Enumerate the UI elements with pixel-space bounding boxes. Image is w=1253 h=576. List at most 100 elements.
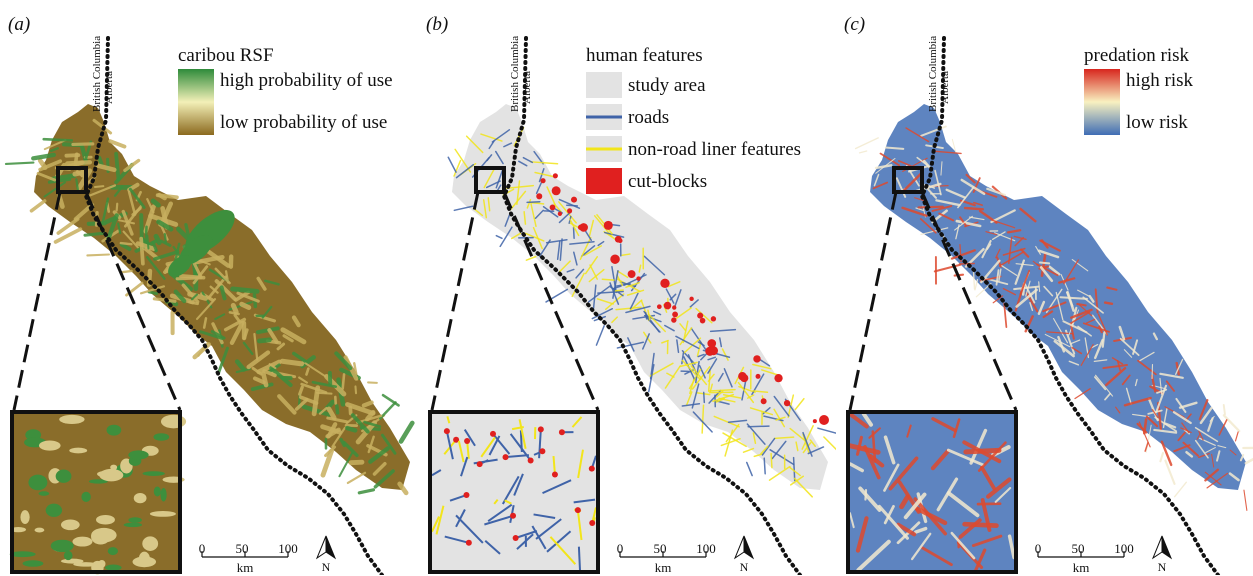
- inset-patch: [143, 471, 165, 476]
- swatch-linear-features: [586, 136, 622, 162]
- province-label-alberta: Alberta: [521, 71, 533, 104]
- texture-stroke: [351, 462, 362, 463]
- north-label: N: [1152, 560, 1172, 575]
- texture-stroke: [574, 227, 575, 238]
- cut-block: [774, 374, 782, 382]
- cut-block: [672, 305, 676, 309]
- cut-block: [536, 193, 542, 199]
- texture-stroke: [348, 473, 365, 483]
- cut-block: [636, 276, 640, 280]
- cut-block: [756, 374, 761, 379]
- texture-stroke: [355, 386, 356, 393]
- texture-stroke: [1224, 405, 1225, 414]
- inset-patch: [39, 440, 61, 450]
- inset-cut-block: [464, 438, 470, 444]
- texture-stroke: [771, 453, 772, 467]
- texture-stroke: [1236, 432, 1239, 441]
- inset-patch: [134, 493, 147, 503]
- inset-patch: [28, 475, 47, 491]
- texture-stroke: [747, 462, 752, 475]
- cut-block: [555, 188, 559, 192]
- scale-tick-50: 50: [222, 541, 262, 557]
- texture-stroke: [230, 312, 239, 314]
- texture-stroke: [347, 428, 355, 430]
- texture-stroke: [1077, 304, 1085, 305]
- cut-block: [610, 254, 619, 263]
- inset-patch: [154, 486, 161, 496]
- texture-stroke: [975, 280, 977, 290]
- scale-tick-50: 50: [640, 541, 680, 557]
- texture-stroke: [31, 201, 44, 211]
- legend-low-label: low risk: [1126, 113, 1188, 132]
- legend-high-label: high risk: [1126, 71, 1193, 90]
- inset-patch: [81, 492, 90, 502]
- texture-stroke: [704, 392, 705, 402]
- north-label: N: [316, 560, 336, 575]
- panel-human-features: (b) human features study area roads non-…: [418, 0, 836, 575]
- inset-line: [579, 547, 580, 570]
- inset-patch: [133, 556, 156, 567]
- texture-stroke: [748, 426, 769, 427]
- texture-stroke: [117, 204, 118, 211]
- inset-leader-left: [432, 192, 478, 410]
- scale-tick-0: 0: [600, 541, 640, 557]
- legend-title: predation risk: [1084, 46, 1189, 65]
- texture-stroke: [1040, 263, 1049, 264]
- panel-predation-risk: (c) predation risk high risk low risk Br…: [836, 0, 1253, 575]
- texture-stroke: [343, 374, 344, 388]
- cut-block: [700, 318, 706, 324]
- texture-stroke: [99, 158, 101, 164]
- legend-high-label: high probability of use: [220, 71, 393, 90]
- legend-gradient: high probability of use low probability …: [178, 69, 274, 135]
- texture-stroke: [496, 236, 502, 239]
- texture-stroke: [1244, 490, 1247, 510]
- legend-title: human features: [586, 46, 801, 65]
- texture-stroke: [233, 289, 258, 291]
- inset-cut-block: [589, 520, 595, 526]
- texture-stroke: [856, 138, 879, 149]
- inset-patch: [96, 515, 115, 525]
- cut-block: [604, 221, 613, 230]
- cut-block: [540, 178, 545, 183]
- legend-label: cut-blocks: [628, 172, 707, 191]
- cut-block: [819, 415, 829, 425]
- inset-patch: [20, 510, 29, 524]
- cut-block: [553, 173, 558, 178]
- texture-stroke: [383, 395, 398, 405]
- cut-block: [571, 197, 577, 203]
- inset-cut-block: [528, 458, 534, 464]
- cut-block: [705, 347, 714, 356]
- inset-patch: [64, 551, 73, 560]
- cut-block: [567, 208, 572, 213]
- north-arrow-left: [317, 536, 326, 558]
- legend-item-roads: roads: [586, 101, 801, 133]
- texture-stroke: [1105, 303, 1112, 304]
- inset-cut-block: [510, 513, 516, 519]
- province-label-bc: British Columbia: [509, 36, 521, 112]
- north-arrow-right: [1162, 536, 1171, 558]
- inset-patch: [23, 560, 44, 566]
- legend-caribou-rsf: caribou RSF high probability of use low …: [178, 46, 274, 135]
- texture-stroke: [1160, 453, 1163, 461]
- cut-block: [664, 302, 672, 310]
- scale-tick-100: 100: [686, 541, 726, 557]
- cut-block: [711, 316, 716, 321]
- panel-caribou-rsf: (a) caribou RSF high probability of use …: [0, 0, 418, 575]
- legend-label: non-road liner features: [628, 140, 801, 159]
- inset-patch: [110, 465, 117, 470]
- texture-stroke: [73, 144, 93, 145]
- cut-block: [660, 279, 669, 288]
- texture-stroke: [122, 271, 131, 272]
- texture-stroke: [526, 257, 535, 261]
- texture-stroke: [242, 304, 249, 307]
- north-arrow-right: [326, 536, 335, 558]
- inset-patch: [61, 519, 80, 530]
- texture-stroke: [795, 399, 804, 410]
- texture-stroke: [965, 208, 983, 209]
- inset-cut-block: [477, 461, 483, 467]
- inset-patch: [160, 488, 166, 501]
- cut-block: [707, 339, 716, 348]
- cut-block: [672, 312, 678, 318]
- legend-label: roads: [628, 108, 669, 127]
- inset-cut-block: [444, 428, 450, 434]
